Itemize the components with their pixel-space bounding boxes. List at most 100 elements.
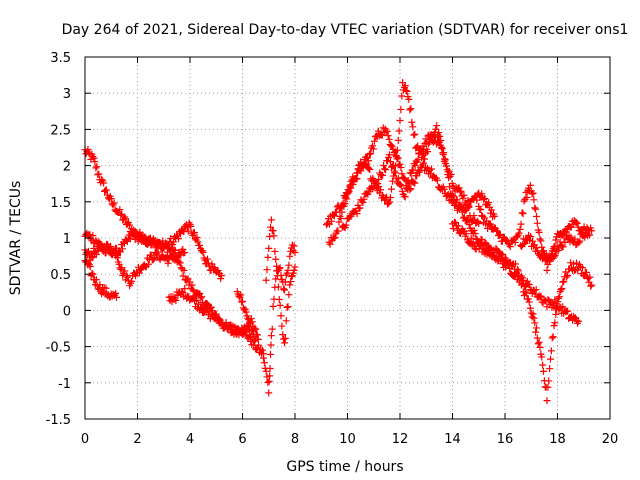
- data-point: [540, 367, 547, 375]
- data-point: [174, 291, 182, 299]
- data-point: [588, 281, 596, 289]
- data-point: [154, 248, 162, 256]
- data-point: [386, 151, 393, 159]
- data-point: [386, 198, 393, 206]
- data-point: [470, 226, 478, 234]
- data-point: [441, 155, 449, 163]
- data-point: [485, 199, 493, 207]
- data-point: [251, 324, 259, 332]
- data-point: [248, 318, 256, 326]
- data-point: [252, 325, 260, 333]
- data-point: [559, 278, 567, 286]
- data-point: [88, 269, 96, 277]
- data-point: [421, 155, 429, 163]
- data-point: [236, 328, 244, 336]
- data-point: [280, 285, 288, 293]
- data-point: [86, 231, 94, 239]
- y-tick-label: 1: [63, 232, 71, 247]
- data-point: [359, 199, 367, 207]
- data-point: [284, 266, 292, 274]
- data-point: [457, 187, 465, 195]
- data-point: [141, 233, 149, 241]
- data-point: [100, 179, 108, 187]
- data-point: [353, 210, 361, 218]
- data-point: [469, 238, 477, 246]
- data-point: [545, 377, 553, 385]
- x-tick-label: 8: [291, 432, 299, 447]
- x-tick-label: 4: [186, 432, 194, 447]
- x-tick-label: 14: [444, 432, 461, 447]
- data-point: [92, 164, 100, 172]
- data-point: [179, 272, 187, 280]
- data-point: [128, 277, 136, 285]
- data-point: [287, 278, 295, 286]
- data-point: [513, 265, 521, 273]
- data-point: [544, 383, 552, 391]
- data-point: [262, 276, 270, 284]
- data-point: [270, 232, 278, 240]
- data-point: [416, 168, 424, 176]
- data-point: [125, 221, 133, 229]
- data-point: [499, 251, 507, 259]
- data-point: [263, 266, 271, 274]
- data-point: [411, 179, 419, 187]
- data-point: [571, 235, 579, 243]
- data-point: [276, 264, 284, 272]
- data-point: [147, 251, 155, 259]
- data-point: [451, 219, 459, 227]
- data-point: [456, 188, 464, 196]
- data-point: [535, 338, 543, 346]
- series-arc-3: [81, 241, 189, 290]
- data-point: [491, 212, 498, 220]
- data-point: [546, 365, 554, 373]
- data-point: [121, 267, 129, 275]
- data-point: [274, 272, 281, 280]
- data-point: [533, 219, 541, 227]
- data-point: [523, 236, 531, 244]
- series-arc-5: [165, 284, 260, 344]
- data-point: [411, 130, 419, 138]
- data-point: [90, 154, 98, 162]
- data-point: [393, 155, 401, 163]
- data-point: [525, 298, 533, 306]
- data-point: [526, 236, 534, 244]
- data-point: [285, 291, 293, 299]
- data-point: [92, 251, 100, 259]
- data-point: [326, 240, 334, 248]
- data-point: [247, 315, 255, 323]
- data-point: [107, 195, 115, 203]
- data-point: [343, 195, 351, 203]
- data-point: [564, 307, 572, 315]
- data-point: [89, 153, 97, 161]
- y-axis-title: SDTVAR / TECUs: [8, 181, 24, 296]
- data-point: [535, 228, 543, 236]
- data-point: [232, 330, 240, 338]
- data-point: [196, 241, 204, 249]
- data-point: [528, 190, 536, 198]
- data-point: [265, 389, 273, 397]
- data-point: [533, 244, 540, 252]
- data-point: [281, 339, 288, 347]
- data-point: [401, 193, 409, 201]
- data-point: [395, 127, 403, 135]
- data-point: [178, 288, 186, 296]
- data-point: [181, 284, 189, 292]
- data-point: [116, 206, 124, 214]
- data-point: [133, 268, 141, 276]
- data-point: [102, 186, 110, 194]
- data-point: [365, 150, 373, 158]
- data-point: [370, 137, 378, 145]
- data-point: [572, 218, 580, 226]
- data-point: [571, 267, 579, 275]
- data-point: [403, 184, 411, 192]
- data-point: [384, 157, 392, 165]
- data-point: [391, 169, 399, 177]
- data-point: [532, 205, 540, 213]
- x-tick-label: 18: [549, 432, 566, 447]
- data-point: [458, 208, 466, 216]
- data-point: [199, 248, 207, 256]
- data-point: [521, 240, 529, 248]
- data-point: [518, 209, 526, 217]
- data-point: [179, 289, 187, 297]
- data-point: [452, 198, 460, 206]
